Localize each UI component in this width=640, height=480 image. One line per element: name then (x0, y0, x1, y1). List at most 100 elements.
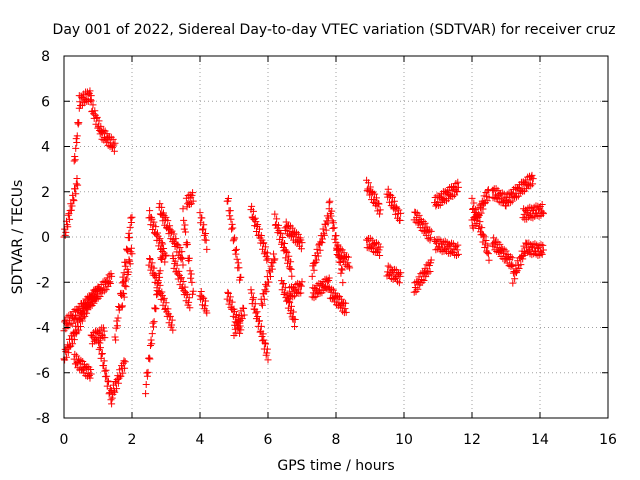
data-point (374, 199, 382, 207)
data-point (149, 226, 157, 234)
data-point (102, 366, 110, 374)
data-point (285, 252, 293, 260)
data-point (283, 248, 291, 256)
data-point (526, 176, 534, 184)
data-point (419, 217, 427, 225)
data-point (484, 186, 492, 194)
data-point (234, 325, 242, 333)
data-point (483, 249, 491, 257)
data-point (251, 214, 259, 222)
data-point (472, 205, 480, 213)
data-point (249, 294, 257, 302)
data-point (158, 288, 166, 296)
data-point (453, 246, 461, 254)
data-point (179, 277, 187, 285)
data-point (62, 325, 70, 333)
data-point (123, 245, 131, 253)
data-point (259, 330, 267, 338)
data-point (395, 279, 403, 287)
data-point (67, 206, 75, 214)
data-point (187, 270, 195, 278)
data-point (414, 285, 422, 293)
data-point (271, 210, 279, 218)
data-point (113, 317, 121, 325)
data-point (120, 269, 128, 277)
data-point (263, 249, 271, 257)
y-axis-label: SDTVAR / TECUs (10, 180, 26, 295)
data-point (168, 316, 176, 324)
x-tick-label: 16 (599, 432, 617, 448)
data-point (228, 220, 236, 228)
data-point (232, 245, 240, 253)
data-point (485, 193, 493, 201)
x-tick-label: 8 (332, 432, 341, 448)
data-point (91, 107, 99, 115)
data-point (196, 209, 204, 217)
x-tick-label: 0 (60, 432, 69, 448)
data-point (288, 272, 296, 280)
data-point (366, 183, 374, 191)
data-point (254, 221, 262, 229)
data-point (160, 245, 168, 253)
data-point (154, 277, 162, 285)
data-point (264, 255, 272, 263)
data-point (199, 225, 207, 233)
data-point (112, 336, 120, 344)
data-point (270, 256, 278, 264)
data-point (490, 234, 498, 242)
data-point (80, 299, 88, 307)
data-point (256, 317, 263, 325)
data-point (237, 326, 245, 334)
data-point (113, 322, 121, 330)
data-point (156, 210, 164, 218)
data-point (288, 287, 296, 295)
axes: 0 2 4 6 8 10 12 14 16 -8 -6 -4 -2 0 2 4 6 8 (36, 49, 617, 448)
data-point (186, 267, 194, 275)
data-point (203, 309, 211, 317)
data-point (496, 240, 504, 248)
data-point (74, 181, 82, 189)
data-point (442, 190, 450, 198)
data-point (340, 249, 348, 257)
data-point (146, 341, 154, 349)
data-point (73, 132, 81, 140)
data-point (339, 279, 347, 287)
data-point (284, 259, 292, 267)
data-point (342, 308, 350, 316)
data-point (150, 318, 158, 326)
data-point (331, 298, 339, 306)
data-point (345, 262, 353, 270)
data-point (310, 294, 318, 302)
data-point (477, 209, 485, 217)
data-point (224, 288, 232, 296)
data-point (291, 322, 299, 330)
data-point (260, 239, 268, 247)
data-point (168, 321, 176, 329)
data-point (179, 261, 187, 269)
data-point (121, 364, 129, 372)
data-point (147, 336, 155, 344)
data-point (119, 369, 127, 377)
x-tick-label: 14 (531, 432, 549, 448)
data-point (114, 379, 122, 387)
data-point (231, 247, 239, 255)
data-point (158, 239, 166, 247)
data-point (124, 247, 132, 255)
data-point (539, 246, 547, 254)
data-point (69, 191, 77, 199)
data-point (277, 229, 285, 237)
data-point (539, 210, 547, 218)
data-point (257, 322, 265, 330)
data-point (311, 285, 319, 293)
data-point (93, 113, 101, 121)
x-tick-label: 4 (196, 432, 205, 448)
data-point (94, 329, 102, 337)
data-point (103, 274, 111, 282)
data-point (425, 226, 433, 234)
data-point (143, 372, 151, 380)
data-point (294, 285, 302, 293)
x-tick-label: 2 (128, 432, 137, 448)
data-point (262, 243, 270, 251)
data-point (200, 221, 208, 229)
data-point (61, 231, 69, 239)
